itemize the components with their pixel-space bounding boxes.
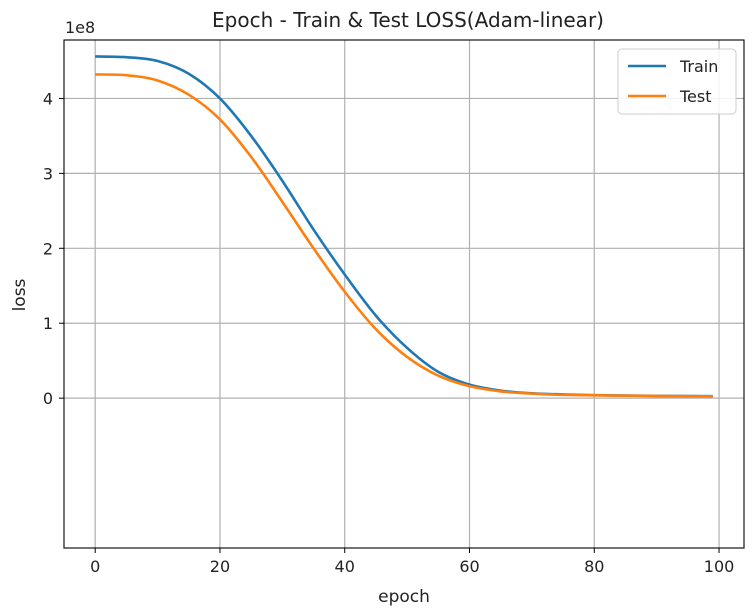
y-tick-label: 3: [43, 164, 53, 183]
x-axis-label: epoch: [378, 587, 430, 607]
x-tick-label: 0: [90, 557, 100, 576]
x-tick-label: 40: [335, 557, 355, 576]
legend: Train Test: [617, 48, 737, 115]
plot-area-frame: [63, 39, 745, 549]
y-tick-label: 2: [43, 239, 53, 258]
y-tick-label: 1: [43, 314, 53, 333]
x-tick-label: 100: [704, 557, 735, 576]
legend-label-train: Train: [679, 57, 718, 76]
x-tick-label: 80: [584, 557, 604, 576]
series-line-test: [95, 73, 713, 398]
chart-title: Epoch - Train & Test LOSS(Adam-linear): [212, 8, 604, 32]
series-lines: [95, 55, 713, 398]
x-tick-label: 60: [459, 557, 479, 576]
legend-label-test: Test: [679, 87, 712, 106]
x-tick-label: 20: [210, 557, 230, 576]
y-tick-label: 0: [43, 389, 53, 408]
axis-ticks: 0 20 40 60 80 100 0 1 2 3 4: [43, 89, 735, 576]
y-tick-label: 4: [43, 89, 53, 108]
y-axis-offset-label: 1e8: [65, 18, 95, 37]
y-axis-label: loss: [10, 278, 30, 311]
